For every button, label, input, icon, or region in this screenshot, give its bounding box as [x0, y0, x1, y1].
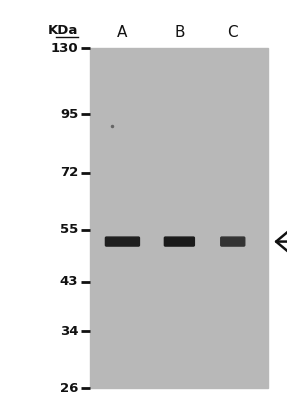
Text: 34: 34: [60, 325, 78, 338]
FancyBboxPatch shape: [164, 237, 194, 246]
Text: 26: 26: [60, 382, 78, 394]
Text: A: A: [117, 25, 128, 40]
FancyBboxPatch shape: [221, 237, 245, 246]
Text: 55: 55: [60, 223, 78, 236]
Text: 95: 95: [60, 108, 78, 121]
FancyBboxPatch shape: [105, 237, 139, 246]
Bar: [90, 48, 268, 388]
Text: 130: 130: [51, 42, 78, 54]
Text: 72: 72: [60, 166, 78, 179]
Text: KDa: KDa: [48, 24, 78, 36]
Text: C: C: [227, 25, 238, 40]
Text: B: B: [174, 25, 185, 40]
Text: 43: 43: [60, 275, 78, 288]
